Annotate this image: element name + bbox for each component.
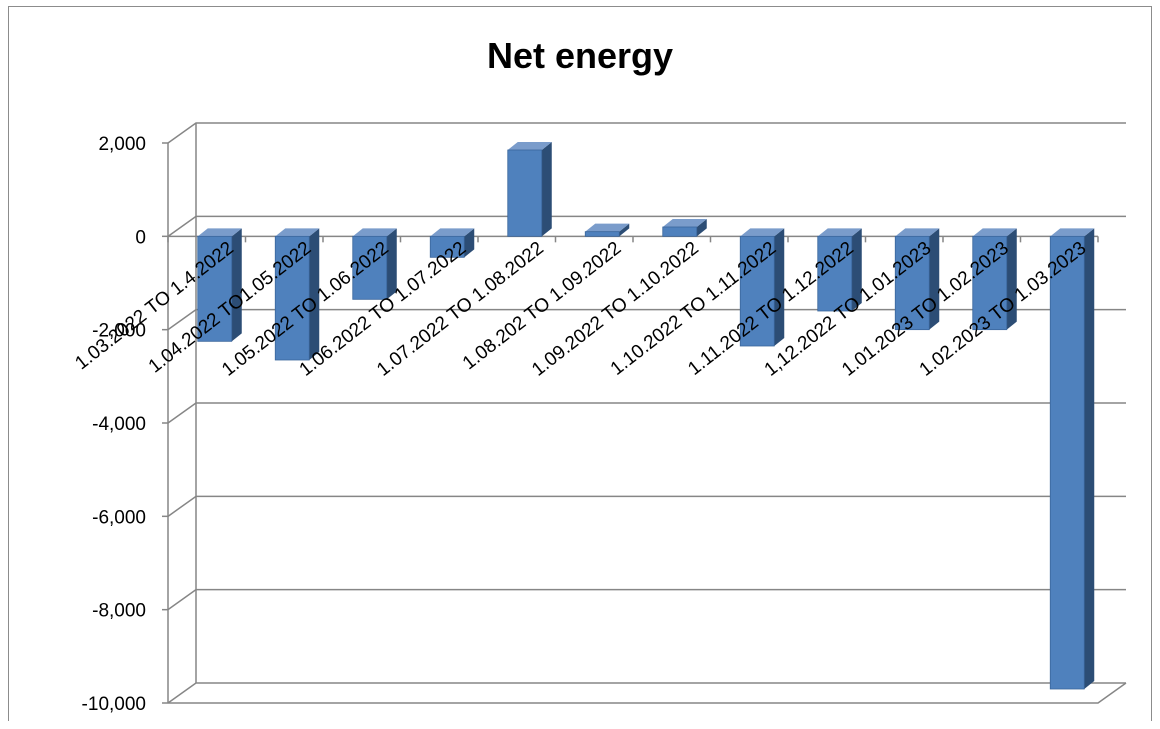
bar-front: [507, 149, 543, 237]
y-tick-label: 2,000: [98, 134, 146, 155]
bar-top: [895, 228, 940, 237]
bar-front: [1049, 235, 1085, 690]
bar: [894, 228, 940, 331]
gridline: [167, 308, 1126, 331]
bar: [352, 228, 397, 300]
floor-edge: [168, 682, 1127, 704]
bar-top: [275, 228, 320, 237]
bar-front: [429, 235, 465, 258]
bar-front: [817, 235, 853, 312]
bar: [1049, 228, 1095, 690]
bar-side: [619, 223, 630, 237]
gridline: [167, 215, 1126, 237]
bar-side: [696, 219, 707, 237]
bar-front: [352, 235, 388, 300]
bar-side: [1084, 228, 1095, 690]
bar-top: [972, 228, 1017, 237]
bar-front: [894, 235, 930, 331]
y-tick-label: -6,000: [92, 507, 146, 528]
bar-side: [1006, 228, 1017, 330]
bar-side: [309, 228, 320, 360]
bar-top: [507, 142, 552, 150]
y-tick-label: -8,000: [92, 601, 146, 622]
chart-title: Net energy: [486, 35, 674, 76]
bar-top: [430, 228, 475, 237]
bar: [972, 228, 1017, 331]
bar-top: [352, 228, 397, 237]
bar-front: [662, 226, 698, 237]
bar-top: [1050, 228, 1095, 237]
bar-side: [464, 228, 475, 258]
bars: [197, 142, 1095, 690]
bar-side: [541, 142, 552, 237]
bar-front: [274, 235, 310, 361]
y-tick-label: -10,000: [82, 694, 146, 715]
bar-front: [584, 231, 620, 237]
gridline: [167, 122, 1126, 144]
bar: [429, 228, 475, 258]
bar-front: [197, 235, 233, 342]
bar: [274, 228, 320, 361]
bar: [507, 142, 552, 237]
bar: [584, 223, 630, 237]
bar-top: [585, 223, 630, 232]
gridline: [167, 682, 1126, 704]
bar-side: [851, 228, 862, 311]
bar-top: [740, 228, 785, 237]
bar-side: [929, 228, 940, 330]
y-tick-label: -4,000: [92, 414, 146, 435]
gridline: [167, 495, 1126, 517]
y-tick-label: -2,000: [92, 321, 146, 342]
bar: [197, 228, 242, 342]
bar: [739, 228, 785, 347]
y-axis-tick-labels: 2,000 0 -2,000 -4,000 -6,000 -8,000 -10,000: [82, 134, 146, 715]
gridline: [167, 588, 1126, 611]
bar-side: [774, 228, 785, 346]
bar-top: [817, 228, 862, 237]
y-tick-label: 0: [135, 227, 146, 248]
bar: [817, 228, 862, 312]
bar-side: [386, 228, 397, 300]
bar-front: [972, 235, 1008, 331]
bar-front: [739, 235, 775, 347]
bar-top: [662, 219, 707, 227]
bar-side: [231, 228, 242, 342]
bar-top: [197, 228, 242, 237]
gridline: [167, 402, 1126, 424]
chart-frame: [8, 6, 1152, 721]
gridlines: [162, 122, 1127, 704]
bar: [662, 219, 707, 237]
